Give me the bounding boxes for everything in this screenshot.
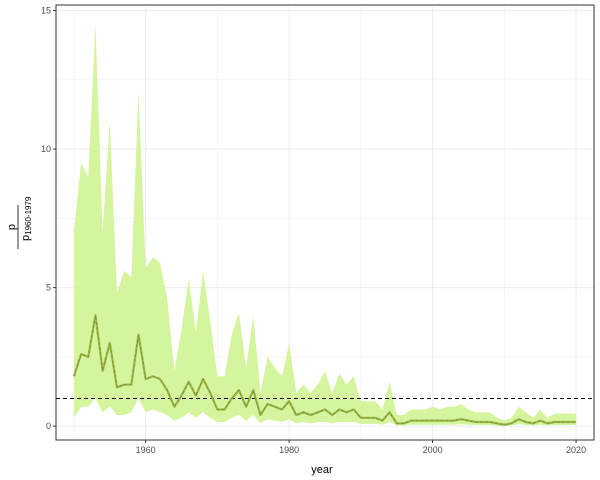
x-axis-ticks: 1960 1980 2000 2020: [136, 440, 586, 455]
x-tick-label: 2020: [566, 445, 586, 455]
y-axis-title-denominator-base: p: [20, 235, 32, 241]
panel-border: [55, 4, 595, 441]
y-tick-label: 15: [41, 6, 51, 16]
grid: [56, 5, 594, 440]
confidence-band: [73, 24, 577, 426]
y-tick-label: 5: [46, 283, 51, 293]
x-tick-label: 2000: [423, 445, 443, 455]
y-axis-title-denominator-subscript: 1960-1979: [24, 196, 33, 235]
y-tick-label: 0: [46, 421, 51, 431]
y-axis-ticks: 0 5 10 15: [41, 6, 56, 431]
y-tick-label: 10: [41, 144, 51, 154]
trend-line-group: [72, 314, 577, 426]
x-tick-label: 1980: [279, 445, 299, 455]
y-axis-title: p p1960-1979: [6, 196, 33, 249]
x-axis-title: year: [311, 464, 333, 476]
x-tick-label: 1960: [136, 445, 156, 455]
y-axis-title-numerator: p: [6, 224, 18, 230]
series-line-dashed: [73, 315, 577, 426]
y-axis-title-denominator: p1960-1979: [20, 196, 33, 241]
